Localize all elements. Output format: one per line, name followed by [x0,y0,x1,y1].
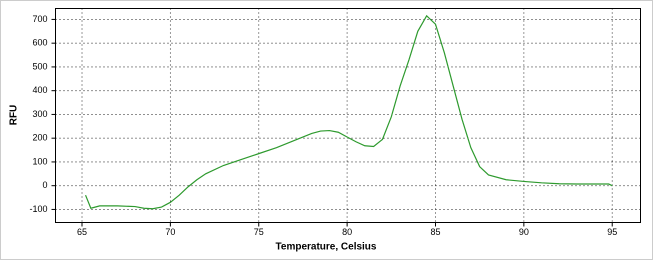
line [84,14,613,210]
y-tick-label: 100 [32,156,47,166]
y-axis-title: RFU [9,105,20,126]
x-axis-title: Temperature, Celsius [276,242,377,253]
x-tick-label: 65 [77,227,87,237]
x-tick-label: 70 [165,227,175,237]
y-tick-label: 0 [42,180,47,190]
y-tick-label: 400 [32,85,47,95]
x-tick-label: 95 [607,227,617,237]
x-tick-label: 85 [430,227,440,237]
y-tick-label: 500 [32,61,47,71]
x-tick-label: 75 [254,227,264,237]
plot-frame [55,8,641,223]
x-tick-label: 80 [342,227,352,237]
y-tick-label: 200 [32,133,47,143]
y-tick-label: 700 [32,14,47,24]
y-tick-label: -100 [29,204,47,214]
y-tick-label: 600 [32,38,47,48]
x-tick-label: 90 [519,227,529,237]
y-tick-label: 300 [32,109,47,119]
